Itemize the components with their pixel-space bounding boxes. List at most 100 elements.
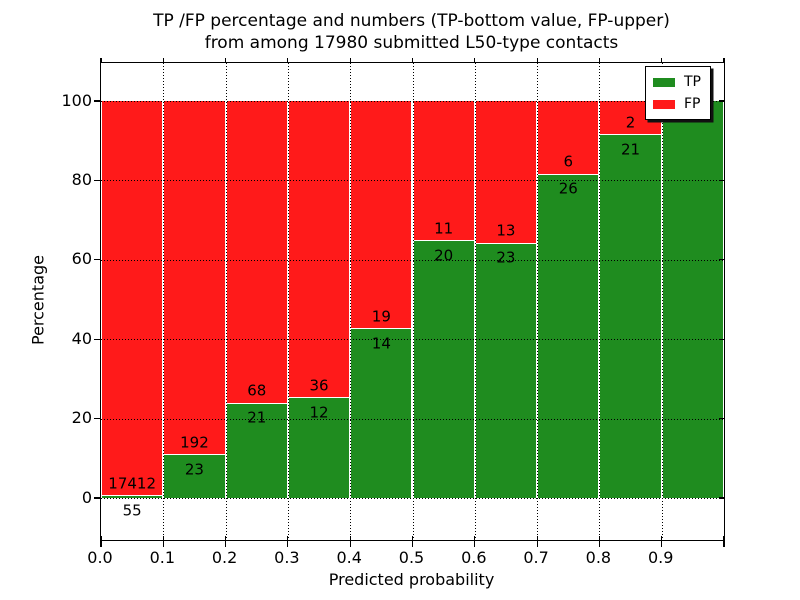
- fp-count-label: 2: [625, 113, 636, 132]
- x-tick-mark-top: [474, 58, 476, 63]
- vertical-gridline: [599, 63, 601, 540]
- chart-title-line2: from among 17980 submitted L50-type cont…: [204, 33, 619, 53]
- vertical-gridline: [350, 63, 352, 540]
- vertical-gridline: [163, 63, 165, 540]
- y-tick-mark-left: [94, 179, 101, 181]
- y-tick-mark-right: [719, 259, 724, 261]
- x-tick-mark-top: [536, 58, 538, 63]
- x-tick-label: 0.0: [87, 548, 113, 567]
- x-tick-label: 0.9: [647, 548, 674, 567]
- tp-bar-segment: [287, 397, 351, 498]
- x-tick-mark-top: [723, 58, 725, 63]
- fp-bar-segment: [350, 99, 413, 329]
- fp-bar-segment: [537, 99, 600, 174]
- tp-bar-segment: [163, 454, 226, 498]
- y-tick-mark-right: [719, 497, 724, 499]
- tp-count-label: 23: [496, 248, 516, 267]
- fp-count-label: 6: [563, 152, 574, 171]
- x-tick-mark-bottom: [598, 536, 600, 547]
- y-tick-mark-right: [719, 418, 724, 420]
- fp-bar-segment: [101, 99, 164, 496]
- y-tick-mark-left: [94, 338, 101, 340]
- y-tick-mark-left: [94, 497, 101, 499]
- x-axis-label: Predicted probability: [328, 570, 495, 589]
- fp-bar-segment: [287, 99, 351, 398]
- x-tick-mark-bottom: [661, 536, 663, 547]
- x-tick-label: 0.4: [336, 548, 362, 567]
- y-tick-label: 60: [71, 249, 92, 269]
- x-tick-label: 0.2: [211, 548, 238, 567]
- vertical-gridline: [474, 63, 476, 540]
- y-tick-label: 0: [81, 487, 92, 507]
- x-tick-mark-bottom: [100, 536, 102, 547]
- y-tick-label: 20: [71, 408, 92, 428]
- chart-title-line1: TP /FP percentage and numbers (TP-bottom…: [153, 11, 670, 31]
- tp-count-label: 26: [558, 179, 578, 198]
- fp-bar-segment: [163, 99, 226, 455]
- gridlines-layer: [101, 63, 724, 540]
- fp-count-label: 36: [309, 376, 329, 395]
- tp-bar-segment: [101, 495, 164, 498]
- tp-color-swatch: [653, 77, 675, 87]
- x-tick-mark-top: [411, 58, 414, 63]
- vertical-gridline: [412, 63, 414, 540]
- legend: TP FP: [645, 66, 711, 120]
- bars-layer: [101, 63, 724, 540]
- tick-marks-layer: [94, 58, 725, 547]
- legend-label-tp: TP: [684, 74, 701, 90]
- fp-count-label: 13: [496, 221, 516, 240]
- chart-title: TP /FP percentage and numbers (TP-bottom…: [100, 10, 723, 54]
- tp-count-label: 20: [434, 246, 454, 265]
- fp-color-swatch: [653, 99, 675, 109]
- fp-bar-segment: [412, 99, 475, 241]
- tp-bar-segment: [599, 134, 662, 498]
- x-tick-label: 0.8: [585, 548, 612, 567]
- vertical-gridline: [287, 63, 289, 540]
- legend-item-fp: FP: [653, 95, 701, 113]
- y-tick-label: 80: [71, 169, 92, 189]
- x-tick-mark-bottom: [474, 536, 476, 547]
- tp-count-label: 12: [309, 403, 329, 422]
- x-tick-label: 0.7: [523, 548, 549, 567]
- x-tick-mark-bottom: [162, 536, 164, 547]
- y-tick-mark-left: [94, 418, 101, 420]
- x-tick-label: 0.3: [274, 548, 300, 567]
- tp-count-label: 55: [122, 501, 142, 520]
- y-tick-label: 40: [71, 328, 92, 348]
- bar-value-labels-layer: 174125519223682136121914112013236262216: [101, 63, 724, 540]
- x-tick-mark-top: [162, 58, 164, 63]
- plot-area: 174125519223682136121914112013236262216: [94, 58, 725, 547]
- x-tick-mark-top: [349, 58, 351, 63]
- fp-bar-segment: [474, 99, 538, 243]
- tp-bar-segment: [661, 99, 724, 498]
- y-tick-mark-right: [719, 338, 724, 340]
- legend-item-tp: TP: [653, 73, 701, 91]
- x-tick-mark-bottom: [723, 536, 725, 547]
- fp-count-label: 19: [371, 307, 391, 326]
- y-tick-mark-right: [719, 179, 724, 181]
- fp-count-label: 17412: [108, 474, 156, 493]
- tp-count-label: 21: [247, 408, 267, 427]
- x-tick-mark-top: [661, 58, 663, 63]
- x-tick-mark-bottom: [536, 536, 538, 547]
- tp-count-label: 14: [371, 334, 391, 353]
- x-tick-mark-top: [100, 58, 102, 63]
- x-tick-mark-bottom: [287, 536, 289, 547]
- y-tick-mark-left: [94, 259, 101, 261]
- x-tick-mark-top: [225, 58, 227, 63]
- x-tick-label: 0.5: [398, 548, 425, 567]
- y-tick-mark-left: [94, 100, 101, 102]
- x-tick-mark-bottom: [411, 536, 414, 547]
- x-tick-mark-top: [598, 58, 600, 63]
- x-tick-label: 0.6: [461, 548, 487, 567]
- y-tick-mark-right: [719, 100, 724, 102]
- x-tick-mark-bottom: [349, 536, 351, 547]
- vertical-gridline: [661, 63, 663, 540]
- fp-count-label: 11: [434, 219, 454, 238]
- y-tick-label: 100: [61, 90, 92, 110]
- tp-count-label: 23: [184, 460, 204, 479]
- vertical-gridline: [537, 63, 539, 540]
- x-tick-mark-top: [287, 58, 289, 63]
- x-tick-mark-bottom: [225, 536, 227, 547]
